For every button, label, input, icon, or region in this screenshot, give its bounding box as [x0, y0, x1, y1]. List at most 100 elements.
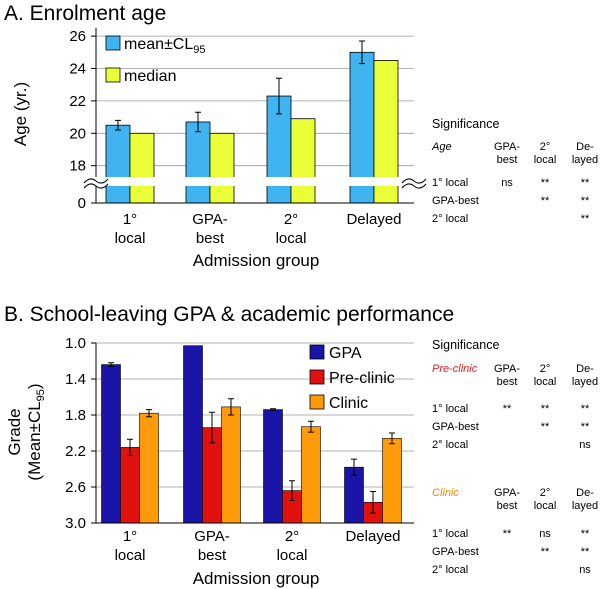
sig-a-row-label-0: 1° local: [432, 177, 468, 189]
errbar-b-gpa-3: [351, 458, 357, 476]
sig-a-cell-0-2: **: [581, 177, 590, 189]
bar-b-clinic-3: [382, 438, 402, 524]
category-b-3-line0: Delayed: [345, 528, 400, 545]
sig-b2-head-1-1: local: [534, 500, 557, 512]
sig-b1-subtitle: Pre-clinic: [432, 363, 478, 375]
panel-a-ylabel: Age (yr.): [11, 82, 30, 146]
bar-b-gpa-1: [183, 345, 203, 524]
category-a-0-line1: local: [115, 230, 146, 247]
panel-b-ylabel-line1: Grade: [5, 408, 24, 455]
ytick-label-a-22: 22: [69, 93, 86, 110]
sig-b2-cell-1-1: **: [541, 546, 550, 558]
panel-b-bars: [101, 345, 402, 524]
panel-b-ylabel-line2: (Mean±CL95): [25, 383, 47, 480]
sig-b1-cell-0-0: **: [503, 403, 512, 415]
sig-a-head-1-1: local: [534, 154, 557, 166]
ytick-label-a-20: 20: [69, 125, 86, 142]
legend-label-clinic: Clinic: [329, 395, 368, 412]
panel-a-error-bars: [115, 40, 365, 133]
sig-b1-head-1-0: 2°: [540, 363, 551, 375]
bar-a-median-1: [209, 132, 235, 204]
errbar-a-3: [359, 40, 365, 65]
sig-a-title: Significance: [432, 117, 499, 131]
errbar-a-2: [276, 77, 282, 115]
bar-b-clinic-2: [301, 426, 321, 524]
sig-b1-row-label-1: GPA-best: [432, 421, 479, 433]
category-a-0-line0: 1°: [123, 211, 137, 228]
ytick-label-a-26: 26: [69, 28, 86, 45]
sig-b1-head-2-0: De-: [576, 363, 594, 375]
sig-b1-title: Significance: [432, 338, 499, 352]
bar-b-gpa-2: [263, 409, 283, 524]
legend-swatch-gpa: [309, 344, 325, 360]
sig-b2-row-label-1: GPA-best: [432, 546, 479, 558]
errbar-b-preclinic-3: [370, 491, 376, 514]
legend-label-gpa: GPA: [329, 345, 362, 362]
sig-b2-head-0-1: best: [497, 500, 518, 512]
bar-b-preclinic-0: [120, 447, 140, 524]
ytick-label-b-2.2: 2.2: [65, 443, 86, 460]
category-b-1-line1: best: [198, 547, 227, 564]
ytick-label-b-1.0: 1.0: [65, 335, 86, 352]
category-a-3-line0: Delayed: [346, 211, 401, 228]
sig-b1-row-label-0: 1° local: [432, 403, 468, 415]
ytick-label-a-0: 0: [78, 195, 86, 212]
panel-a-categories: 1° local GPA-best 2° local Delayed: [115, 211, 402, 247]
panel-b-error-bars: [108, 362, 395, 514]
sig-b2-head-0-0: GPA-: [494, 487, 520, 499]
sig-b1-cell-1-1: **: [541, 421, 550, 433]
errbar-b-preclinic-0: [127, 438, 133, 456]
sig-b1-head-2-1: layed: [572, 376, 598, 388]
category-b-2-line1: local: [277, 547, 308, 564]
sig-a-cell-0-0: ns: [501, 177, 513, 189]
panel-b-legend: GPA Pre-clinic Clinic: [309, 344, 395, 412]
panel-a-bars: [105, 51, 399, 204]
sig-b2-cell-0-2: **: [581, 528, 590, 540]
panel-b-title: B. School-leaving GPA & academic perform…: [4, 303, 454, 326]
errbar-a-1: [195, 111, 201, 133]
bar-b-gpa-0: [101, 364, 121, 524]
errbar-b-gpa-0: [108, 362, 114, 367]
sig-b1-cell-0-1: **: [541, 403, 550, 415]
legend-label-preclinic: Pre-clinic: [329, 370, 395, 387]
sig-b2-col-headers: GPA-best 2°local De-layed: [494, 487, 598, 512]
sig-b1-head-1-1: local: [534, 376, 557, 388]
sig-a-head-1-0: 2°: [540, 141, 551, 153]
panel-a-enrolment-age: A. Enrolment age 26 24 22 20 18 0 Age (yr.) 1…: [4, 2, 598, 270]
panel-b-ylabel: Grade (Mean±CL95): [5, 383, 47, 480]
legend-swatch-mean: [105, 35, 121, 51]
errbar-b-clinic-2: [308, 420, 314, 433]
ytick-label-a-24: 24: [69, 61, 86, 78]
errbar-b-preclinic-1: [209, 411, 215, 444]
sig-a-row-label-1: GPA-best: [432, 195, 479, 207]
bar-a-mean-1: [185, 121, 211, 204]
errbar-b-clinic-0: [146, 409, 152, 418]
sig-b1-col-headers: GPA-best 2°local De-layed: [494, 363, 598, 388]
panel-b-significance-preclinic: Significance Pre-clinic GPA-best 2°local D…: [432, 338, 598, 451]
panel-a-significance-table: Significance Age GPA-best 2°local De-layed…: [431, 117, 598, 225]
panel-a-axis-break: [80, 177, 427, 189]
category-a-1-line0: GPA-: [192, 211, 228, 228]
errbar-b-clinic-3: [389, 432, 395, 445]
errbar-a-0: [115, 119, 121, 131]
sig-b1-row-label-2: 2° local: [432, 439, 468, 451]
errbar-b-gpa-2: [270, 408, 276, 411]
sig-a-head-0-0: GPA-: [494, 141, 520, 153]
panel-a-xlabel: Admission group: [193, 251, 320, 270]
sig-b2-rows: 1° local ** ns ** GPA-best ** ** 2° local ns: [432, 528, 591, 576]
legend-label-median: median: [124, 68, 176, 85]
ytick-label-b-3.0: 3.0: [65, 515, 86, 532]
sig-b2-head-1-0: 2°: [540, 487, 551, 499]
legend-label-mean: mean±CL95: [124, 36, 206, 56]
sig-b2-cell-0-0: **: [503, 528, 512, 540]
panel-b-gpa-performance: B. School-leaving GPA & academic perform…: [4, 303, 598, 588]
bar-a-median-2: [290, 118, 316, 204]
panel-b-categories: 1° local GPA-best 2° local Delayed: [115, 528, 401, 564]
category-a-1-line1: best: [196, 230, 225, 247]
sig-b1-head-0-0: GPA-: [494, 363, 520, 375]
category-a-2-line0: 2°: [284, 211, 298, 228]
sig-b2-head-2-0: De-: [576, 487, 594, 499]
sig-a-rows: 1° local ns ** ** GPA-best ** ** 2° local **: [432, 177, 590, 225]
sig-b2-cell-1-2: **: [581, 546, 590, 558]
category-a-2-line1: local: [276, 230, 307, 247]
